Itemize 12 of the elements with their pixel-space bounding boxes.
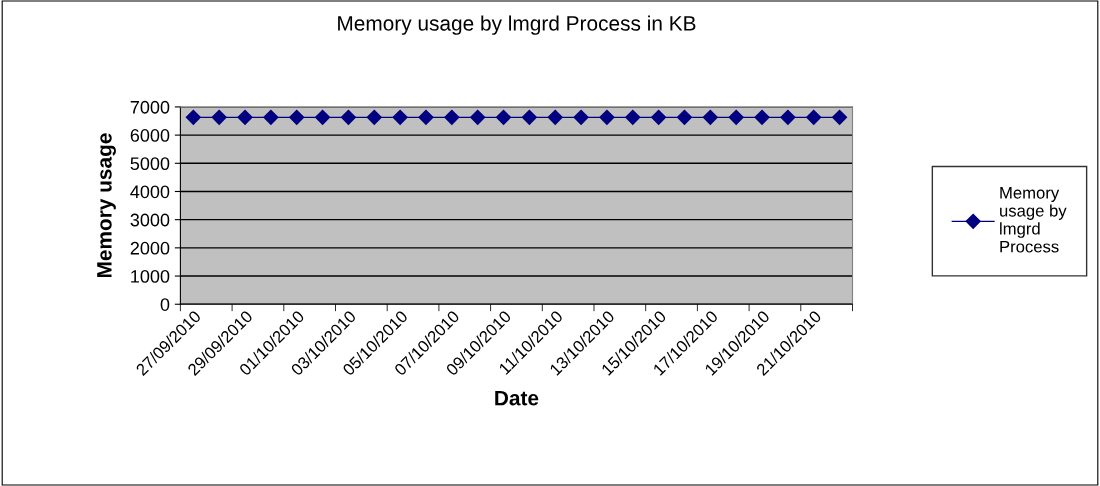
y-tick-label: 3000 [130,213,170,227]
y-tick-label: 2000 [130,241,170,255]
y-tick-label: 5000 [130,157,170,171]
legend-label: Memory usage by lmgrd Process [1000,187,1067,253]
y-tick-label: 4000 [130,185,170,199]
y-tick-label: 1000 [131,269,170,283]
x-axis-title: Date [495,390,539,406]
y-tick-label: 0 [160,298,170,311]
y-tick-label: 7000 [130,100,170,114]
chart-title: Memory usage by lmgrd Process in KB [338,15,696,35]
y-axis-title: Memory usage [97,133,116,278]
y-tick-label: 6000 [130,129,170,142]
